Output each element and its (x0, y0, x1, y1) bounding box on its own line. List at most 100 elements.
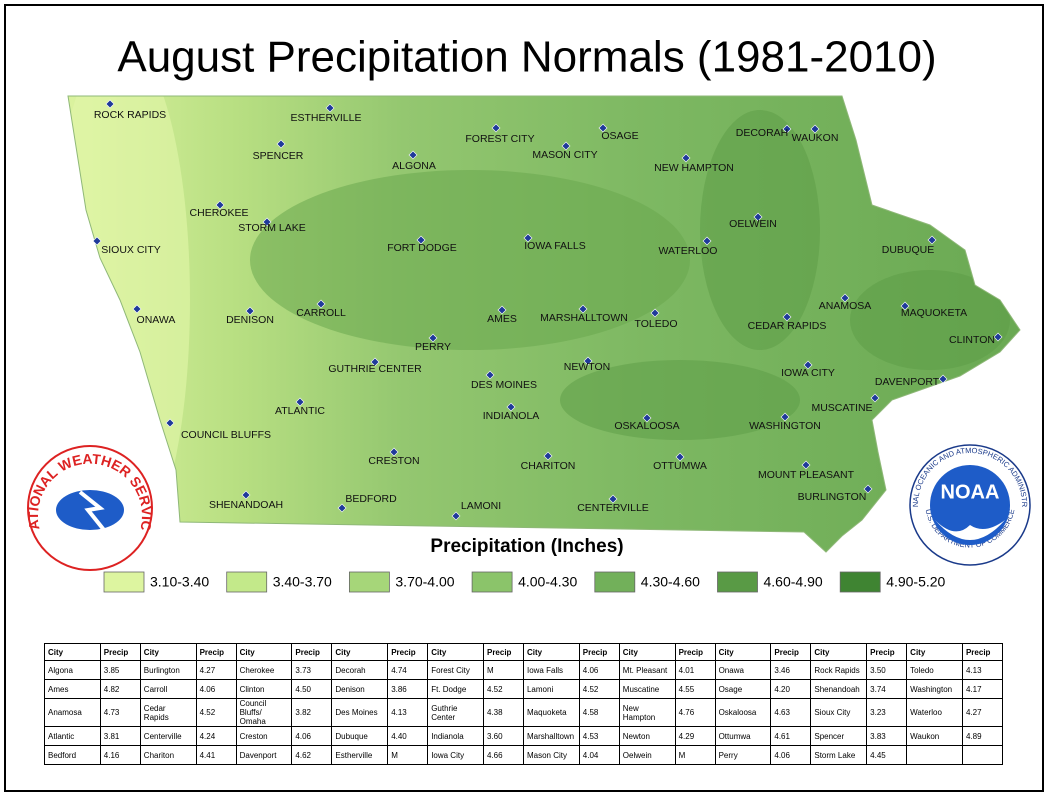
city-label: INDIANOLA (483, 410, 540, 422)
city-cell: Marshalltown (522, 726, 580, 746)
city-cell: Bedford (44, 745, 101, 765)
legend-swatch (103, 571, 145, 593)
legend-swatch (226, 571, 268, 593)
city-marker (105, 99, 115, 109)
city-label: FOREST CITY (465, 133, 534, 145)
city-label: SIOUX CITY (101, 244, 161, 256)
city-cell: Estherville (331, 745, 389, 765)
precip-cell: 4.66 (482, 745, 524, 765)
city-label: MOUNT PLEASANT (758, 469, 855, 481)
city-label: OSKALOOSA (614, 420, 679, 432)
city-label: CEDAR RAPIDS (748, 320, 827, 332)
city-marker (561, 141, 571, 151)
city-marker (870, 393, 880, 403)
city-cell: City (810, 643, 868, 661)
city-marker (598, 123, 608, 133)
city-cell: Toledo (906, 660, 963, 680)
city-marker (578, 304, 588, 314)
legend-swatch (348, 571, 390, 593)
city-cell: Creston (235, 726, 293, 746)
city-label: NEW HAMPTON (654, 162, 734, 174)
precip-cell: 3.82 (291, 698, 333, 727)
city-cell: City (44, 643, 101, 661)
city-cell: Oelwein (618, 745, 676, 765)
city-marker (608, 494, 618, 504)
city-label: DUBUQUE (882, 244, 935, 256)
city-cell: Cherokee (235, 660, 293, 680)
city-cell: Clinton (235, 679, 293, 699)
precip-cell (961, 745, 1003, 765)
precip-cell: Precip (578, 643, 620, 661)
precip-cell: 4.17 (961, 679, 1003, 699)
precip-cell: 4.06 (770, 745, 812, 765)
precip-cell: 4.55 (674, 679, 716, 699)
city-label: OELWEIN (729, 218, 777, 230)
city-cell: Davenport (235, 745, 293, 765)
table-row: Ames 4.82 Carroll 4.06 Clinton 4.50 Denison 3.8… (44, 679, 1003, 699)
city-cell: Indianola (427, 726, 484, 746)
city-cell: Atlantic (44, 726, 101, 746)
precip-cell: 3.81 (99, 726, 141, 746)
city-cell: Oskaloosa (714, 698, 772, 727)
map: August Precipitation Normals (1981-2010)… (0, 0, 1031, 593)
city-label: LAMONI (461, 500, 501, 512)
precip-cell: 4.24 (195, 726, 237, 746)
city-label: MUSCATINE (811, 402, 872, 414)
city-marker (840, 293, 850, 303)
city-label: DECORAH (736, 127, 789, 139)
city-marker (543, 451, 553, 461)
legend-label: 4.30-4.60 (641, 574, 700, 590)
precip-cell: 4.89 (961, 726, 1003, 746)
city-cell: Storm Lake (810, 745, 868, 765)
city-label: CHEROKEE (190, 207, 249, 219)
precip-cell: 4.27 (961, 698, 1003, 727)
city-cell: City (427, 643, 484, 661)
city-label: MAQUOKETA (901, 307, 967, 319)
precip-cell: 4.52 (578, 679, 620, 699)
city-cell: Sioux City (810, 698, 868, 727)
precip-cell: Precip (674, 643, 716, 661)
city-marker (428, 333, 438, 343)
city-marker (782, 312, 792, 322)
city-label: SHENANDOAH (209, 499, 283, 511)
city-cell: Dubuque (331, 726, 389, 746)
city-label: ROCK RAPIDS (94, 109, 166, 121)
table-row: City Precip City Precip City Precip City Precip… (44, 643, 1003, 661)
precip-cell: M (482, 660, 524, 680)
city-cell: City (522, 643, 580, 661)
precip-cell: 4.40 (387, 726, 429, 746)
precip-cell: Precip (866, 643, 908, 661)
city-cell: Perry (714, 745, 772, 765)
precip-cell: 4.53 (578, 726, 620, 746)
precip-cell: Precip (195, 643, 237, 661)
legend-swatch (594, 571, 636, 593)
city-label: NEWTON (564, 361, 610, 373)
precip-cell: 4.06 (195, 679, 237, 699)
precip-cell: 4.61 (770, 726, 812, 746)
precip-cell: 4.45 (866, 745, 908, 765)
city-label: PERRY (415, 341, 451, 353)
city-marker (780, 412, 790, 422)
city-marker (92, 236, 102, 246)
precip-cell: Precip (99, 643, 141, 661)
city-marker (325, 103, 335, 113)
city-marker (702, 236, 712, 246)
city-cell: Washington (906, 679, 963, 699)
city-cell: Lamoni (522, 679, 580, 699)
city-cell (906, 745, 963, 765)
city-marker (938, 374, 948, 384)
city-label: BEDFORD (345, 493, 397, 505)
city-cell: Newton (618, 726, 676, 746)
city-cell: Ft. Dodge (427, 679, 484, 699)
city-marker (803, 360, 813, 370)
precip-cell: 4.52 (482, 679, 524, 699)
city-label: DES MOINES (471, 379, 537, 391)
city-label: BURLINGTON (798, 491, 867, 503)
city-marker (927, 235, 937, 245)
city-cell: Algona (44, 660, 101, 680)
table-row: Anamosa 4.73 Cedar Rapids 4.52 Council Bluff… (44, 698, 1003, 727)
city-cell: Muscatine (618, 679, 676, 699)
city-cell: Carroll (139, 679, 197, 699)
city-marker (491, 123, 501, 133)
precip-cell: 4.62 (291, 745, 333, 765)
